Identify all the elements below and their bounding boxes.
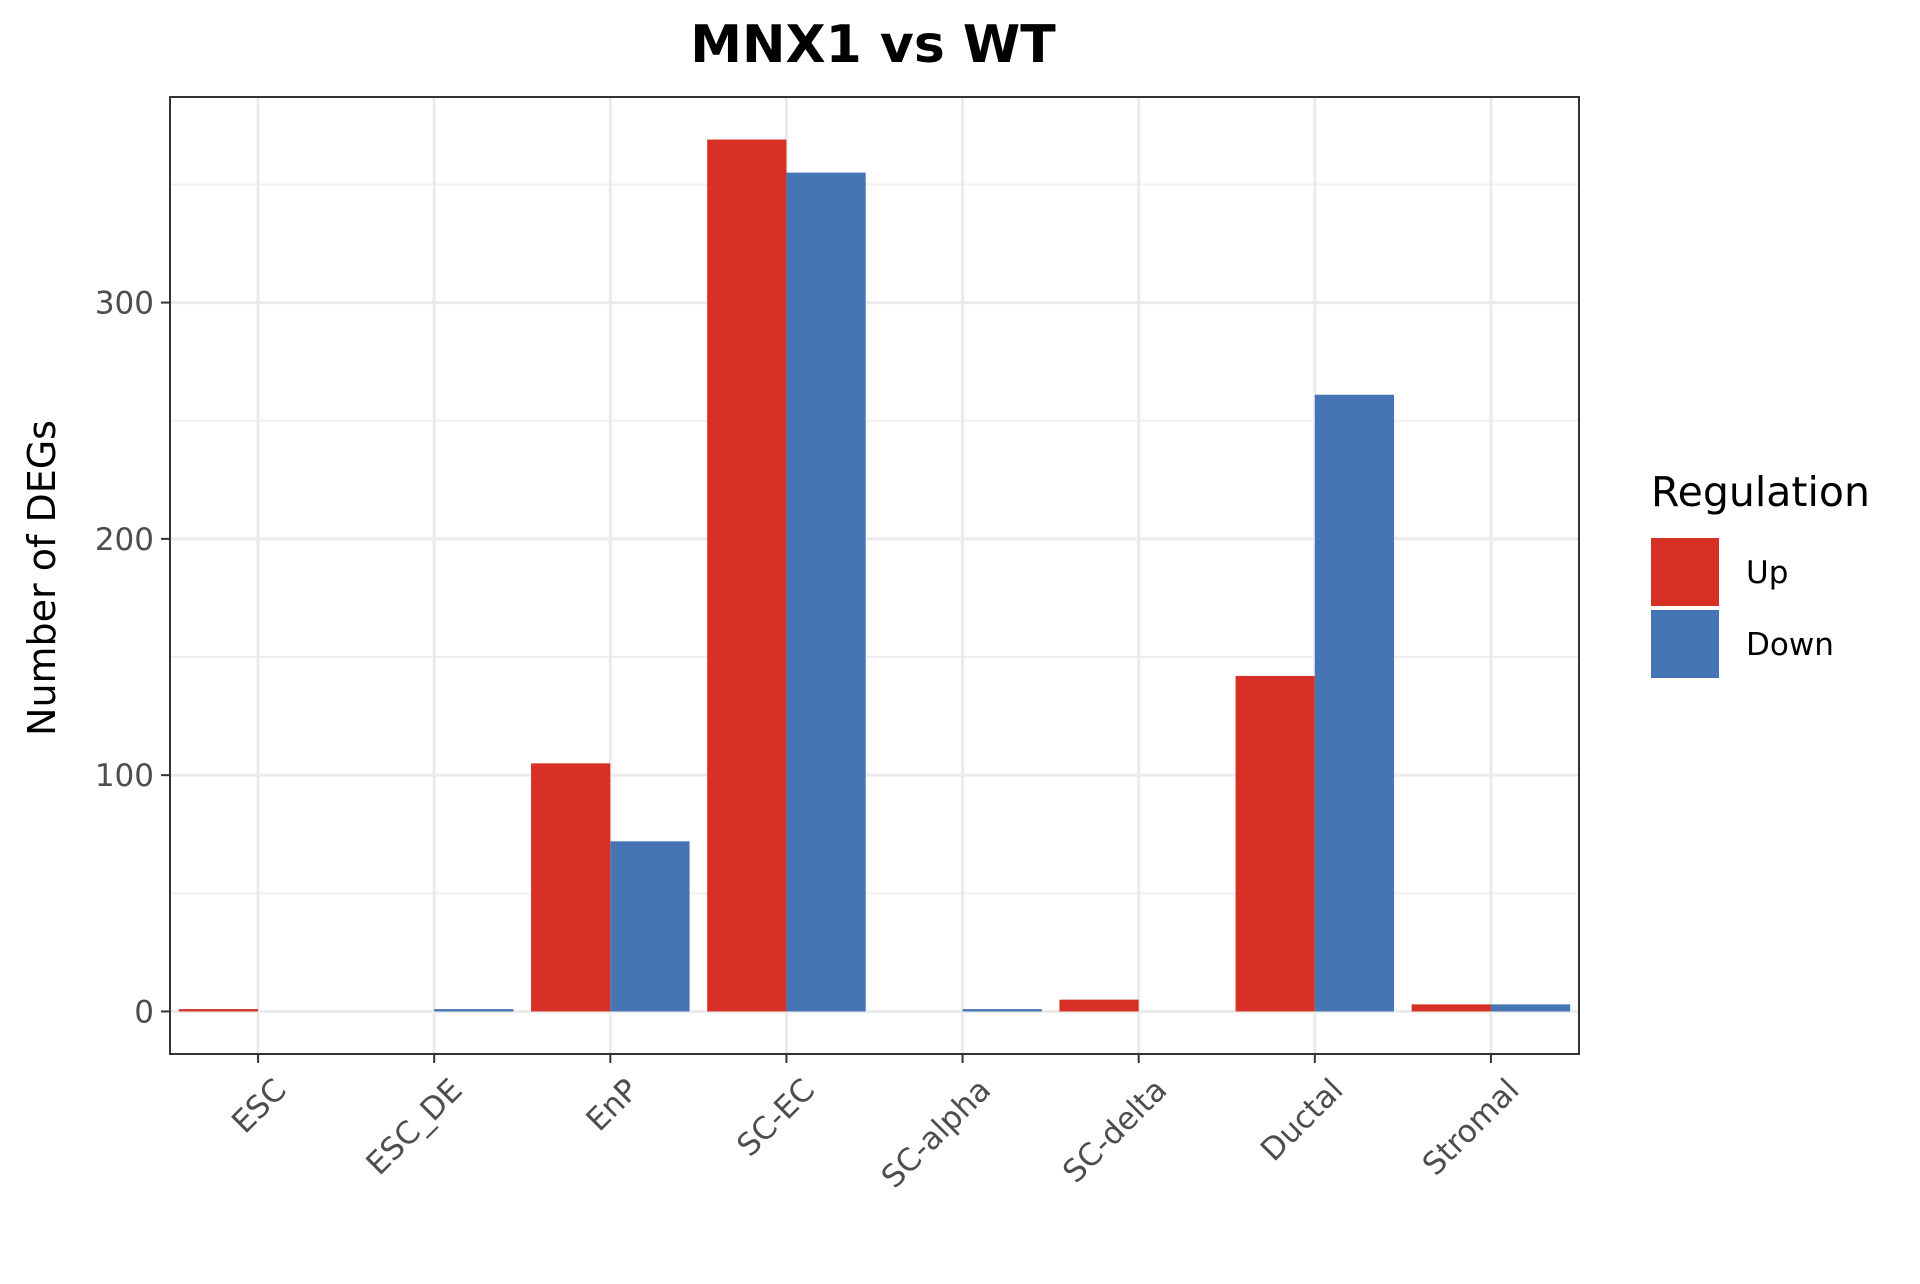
- y-tick-label: 300: [95, 286, 154, 322]
- x-tick-label: Stromal: [1416, 1072, 1527, 1183]
- bar-down-esc-de: [434, 1009, 514, 1012]
- bar-up-stromal: [1411, 1004, 1491, 1012]
- x-tick-label: SC-alpha: [875, 1072, 998, 1195]
- y-tick-label: 100: [95, 758, 154, 794]
- y-tick-label: 200: [95, 522, 154, 558]
- legend-label-down: Down: [1746, 627, 1834, 663]
- bar-down-sc-ec: [786, 172, 866, 1012]
- y-axis-label: Number of DEGs: [20, 420, 64, 736]
- legend-label-up: Up: [1746, 555, 1788, 591]
- bar-down-stromal: [1490, 1004, 1571, 1012]
- x-tick-label: ESC_DE: [359, 1072, 469, 1182]
- bar-up-enp: [531, 763, 611, 1012]
- legend-title: Regulation: [1651, 468, 1870, 516]
- x-tick-label: ESC: [225, 1072, 294, 1141]
- legend-key-up: [1651, 538, 1719, 606]
- x-tick-label: EnP: [579, 1072, 645, 1138]
- plot-panel: 0 100 200 300 ESC ESC_DE EnP SC-EC SC-alpha SC-de…: [95, 96, 1580, 1195]
- x-tick-label: Ductal: [1254, 1072, 1350, 1168]
- bar-up-ductal: [1235, 675, 1315, 1012]
- bar-down-ductal: [1314, 394, 1395, 1012]
- bar-up-sc-ec: [707, 139, 787, 1012]
- bar-down-enp: [610, 841, 690, 1012]
- x-tick-label: SC-delta: [1056, 1072, 1174, 1190]
- x-tick-label: SC-EC: [730, 1072, 822, 1164]
- legend: Regulation Up Down: [1651, 468, 1870, 678]
- chart-title: MNX1 vs WT: [690, 15, 1056, 75]
- bar-up-sc-delta: [1059, 999, 1139, 1012]
- y-tick-label: 0: [134, 994, 154, 1030]
- plot-border: [169, 96, 1580, 1055]
- bar-up-esc: [178, 1009, 259, 1012]
- bar-down-sc-alpha: [962, 1009, 1042, 1012]
- legend-key-down: [1651, 610, 1719, 678]
